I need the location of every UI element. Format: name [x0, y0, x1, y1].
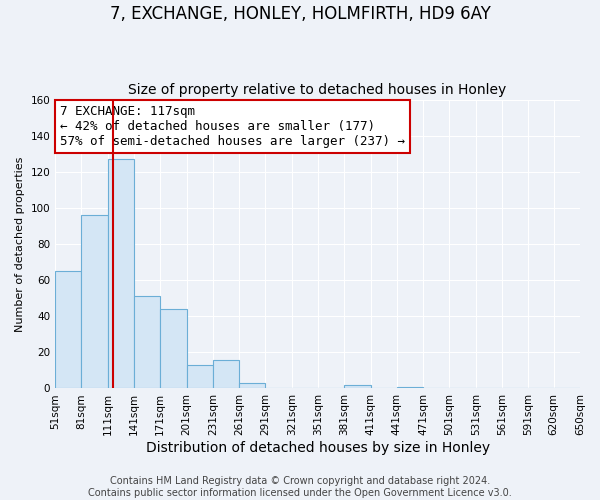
Bar: [55, 271, 82, 388]
Bar: [397, 386, 423, 388]
Bar: [213, 360, 239, 388]
Bar: [134, 296, 160, 388]
Text: 7 EXCHANGE: 117sqm
← 42% of detached houses are smaller (177)
57% of semi-detach: 7 EXCHANGE: 117sqm ← 42% of detached hou…: [61, 106, 406, 148]
Bar: [239, 383, 265, 388]
Y-axis label: Number of detached properties: Number of detached properties: [15, 156, 25, 332]
Title: Size of property relative to detached houses in Honley: Size of property relative to detached ho…: [128, 83, 507, 97]
Bar: [108, 159, 134, 388]
Bar: [187, 365, 213, 388]
Text: 7, EXCHANGE, HONLEY, HOLMFIRTH, HD9 6AY: 7, EXCHANGE, HONLEY, HOLMFIRTH, HD9 6AY: [110, 5, 490, 23]
Bar: [344, 385, 371, 388]
Bar: [82, 215, 108, 388]
Text: Contains HM Land Registry data © Crown copyright and database right 2024.
Contai: Contains HM Land Registry data © Crown c…: [88, 476, 512, 498]
Bar: [160, 309, 187, 388]
X-axis label: Distribution of detached houses by size in Honley: Distribution of detached houses by size …: [146, 441, 490, 455]
